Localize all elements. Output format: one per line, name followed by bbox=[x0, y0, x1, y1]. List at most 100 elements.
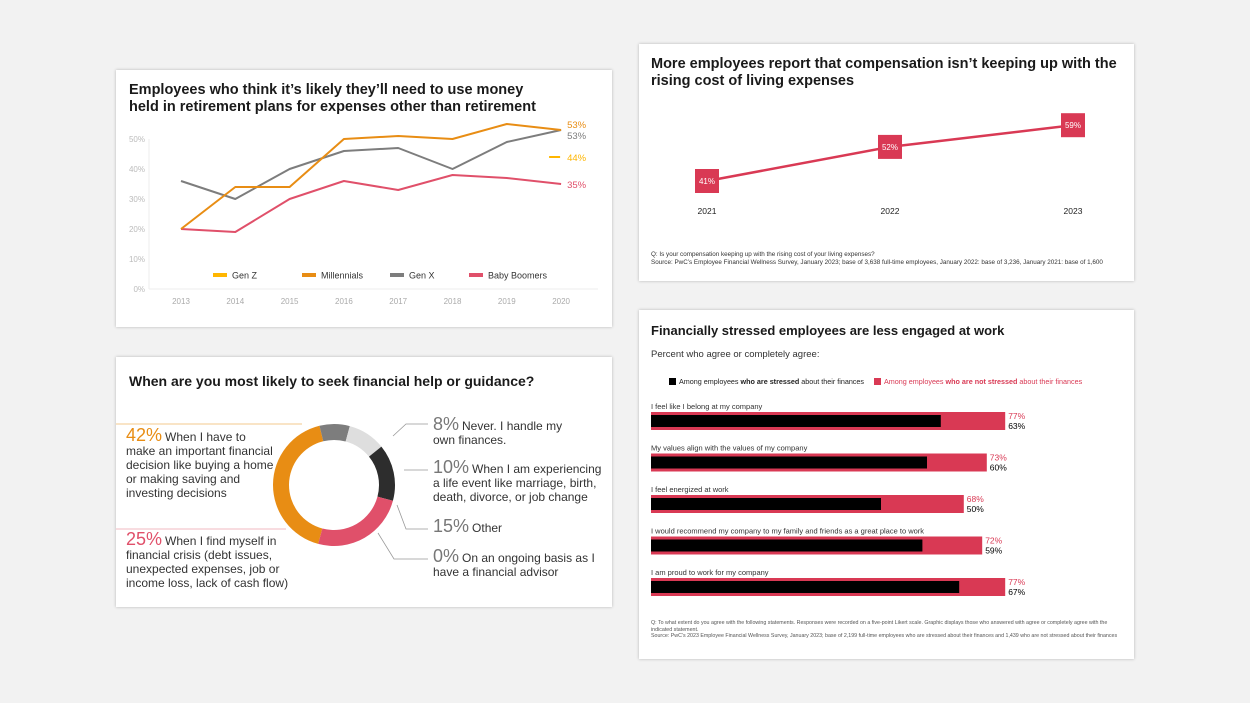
financial-help-donut bbox=[116, 423, 428, 560]
end-label-gen-z: 44% bbox=[567, 153, 587, 164]
compensation-chart-card: More employees report that compensation … bbox=[639, 44, 1134, 281]
series-line-gen-x bbox=[180, 129, 562, 200]
legend-label: Gen Z bbox=[232, 271, 258, 281]
leader-line bbox=[396, 504, 428, 530]
compensation-question: Q: Is your compensation keeping up with … bbox=[651, 251, 875, 258]
retirement-line-chart: 0% 10% 20% 30% 40% 50% 2013 2014 2015 2016 2017 201… bbox=[129, 120, 598, 306]
slice-text: When I have to make an important financi… bbox=[126, 430, 274, 500]
leader-line bbox=[377, 532, 428, 560]
engagement-chart-title: Financially stressed employees are less … bbox=[651, 323, 1005, 338]
legend-post: about their finances bbox=[799, 377, 864, 386]
bar-stressed bbox=[651, 539, 923, 552]
data-label: 52% bbox=[882, 143, 898, 152]
y-tick-label: 20% bbox=[129, 225, 145, 234]
bar-category-label: I feel like I belong at my company bbox=[651, 402, 763, 411]
series-line-baby-boomers bbox=[180, 174, 562, 233]
engagement-chart-card: Financially stressed employees are less … bbox=[639, 310, 1134, 659]
bar-category-label: I am proud to work for my company bbox=[651, 568, 769, 577]
bar-category-label: My values align with the values of my co… bbox=[651, 444, 808, 453]
bar-category-label: I feel energized at work bbox=[651, 485, 729, 494]
series-line-millennials bbox=[180, 123, 562, 230]
data-label: 41% bbox=[699, 177, 715, 186]
end-label-baby-boomers: 35% bbox=[567, 180, 587, 191]
value-label-not-stressed: 77% bbox=[1008, 411, 1025, 421]
legend-bold: who are stressed bbox=[740, 377, 800, 386]
slice-text: Never. I handle my own finances. bbox=[433, 419, 563, 447]
y-tick-label: 50% bbox=[129, 135, 145, 144]
bar-stressed bbox=[651, 415, 941, 427]
value-label-not-stressed: 72% bbox=[985, 536, 1002, 546]
value-label-stressed: 63% bbox=[1008, 421, 1025, 431]
y-tick-label: 40% bbox=[129, 165, 145, 174]
bar-stressed bbox=[651, 498, 881, 510]
x-tick-label: 2016 bbox=[335, 297, 353, 306]
retirement-chart-title: Employees who think it’s likely they’ll … bbox=[129, 82, 536, 115]
end-label-millennials: 53% bbox=[567, 120, 587, 131]
x-tick-label: 2014 bbox=[226, 297, 244, 306]
data-point-box bbox=[695, 169, 719, 193]
slice-label-decision: 42% When I have to make an important fina… bbox=[126, 426, 276, 500]
engagement-note: Q: To what extent do you agree with the … bbox=[651, 620, 1121, 640]
bar-stressed bbox=[651, 456, 927, 469]
legend-swatch bbox=[302, 273, 316, 277]
value-label-stressed: 50% bbox=[967, 504, 984, 514]
legend-stressed: Among employees who are stressed about t… bbox=[669, 377, 864, 386]
donut-slice bbox=[345, 426, 382, 457]
x-tick-label: 2021 bbox=[698, 206, 717, 216]
data-label: 59% bbox=[1065, 121, 1081, 130]
slice-text: Other bbox=[472, 521, 503, 535]
value-label-not-stressed: 68% bbox=[967, 494, 984, 504]
legend-swatch bbox=[390, 273, 404, 277]
slice-text: When I am experiencing a life event like… bbox=[433, 462, 602, 504]
value-label-stressed: 67% bbox=[1008, 587, 1025, 597]
x-tick-label: 2018 bbox=[444, 297, 462, 306]
donut-slice bbox=[318, 496, 393, 546]
donut-slice bbox=[273, 425, 324, 544]
slice-text: On an ongoing basis as I have a financia… bbox=[433, 551, 595, 579]
legend-pre: Among employees bbox=[884, 377, 946, 386]
compensation-chart-title: More employees report that compensation … bbox=[651, 56, 1117, 89]
slice-label-other: 15% Other bbox=[433, 517, 603, 535]
value-label-not-stressed: 73% bbox=[990, 453, 1007, 463]
bar-category-label: I would recommend my company to my famil… bbox=[651, 527, 924, 536]
slice-pct: 10% bbox=[433, 457, 470, 477]
legend-label: Baby Boomers bbox=[488, 271, 548, 281]
legend-swatch bbox=[469, 273, 483, 277]
slice-pct: 0% bbox=[433, 546, 460, 566]
legend-bold: who are not stressed bbox=[945, 377, 1018, 386]
legend-not-stressed-text: Among employees who are not stressed abo… bbox=[884, 377, 1082, 386]
legend-swatch-not-stressed bbox=[874, 378, 881, 385]
x-tick-label: 2019 bbox=[498, 297, 516, 306]
donut-slice bbox=[319, 424, 350, 442]
engagement-bar-chart: I feel like I belong at my company77%63%… bbox=[651, 402, 1026, 597]
x-tick-label: 2022 bbox=[881, 206, 900, 216]
y-tick-label: 30% bbox=[129, 195, 145, 204]
compensation-note: Q: Is your compensation keeping up with … bbox=[651, 251, 1131, 267]
data-point-box bbox=[878, 134, 902, 159]
x-tick-label: 2013 bbox=[172, 297, 190, 306]
x-tick-label: 2017 bbox=[389, 297, 407, 306]
value-label-not-stressed: 77% bbox=[1008, 577, 1025, 587]
financial-help-title: When are you most likely to seek financi… bbox=[129, 373, 535, 389]
slice-label-crisis: 25% When I find myself in financial crisi… bbox=[126, 529, 301, 590]
compensation-source: Source: PwC’s Employee Financial Wellnes… bbox=[651, 259, 1103, 266]
leader-line bbox=[392, 423, 428, 437]
data-point-box bbox=[1061, 113, 1085, 138]
donut-slice bbox=[368, 446, 395, 501]
value-label-stressed: 59% bbox=[985, 546, 1002, 556]
end-label-gen-x: 53% bbox=[567, 131, 587, 142]
x-tick-label: 2020 bbox=[552, 297, 570, 306]
slice-label-never: 8% Never. I handle my own finances. bbox=[433, 415, 578, 447]
financial-help-card: When are you most likely to seek financi… bbox=[116, 357, 612, 607]
x-tick-label: 2015 bbox=[281, 297, 299, 306]
legend-pre: Among employees bbox=[679, 377, 741, 386]
value-label-stressed: 60% bbox=[990, 463, 1007, 473]
engagement-subtitle: Percent who agree or completely agree: bbox=[651, 349, 820, 360]
slice-pct: 25% bbox=[126, 529, 163, 549]
bar-stressed bbox=[651, 581, 960, 593]
x-tick-label: 2023 bbox=[1064, 206, 1083, 216]
y-tick-label: 10% bbox=[129, 255, 145, 264]
engagement-source: Source: PwC’s 2023 Employee Financial We… bbox=[651, 633, 1118, 639]
legend-label: Millennials bbox=[321, 271, 364, 281]
legend-swatch bbox=[213, 273, 227, 277]
